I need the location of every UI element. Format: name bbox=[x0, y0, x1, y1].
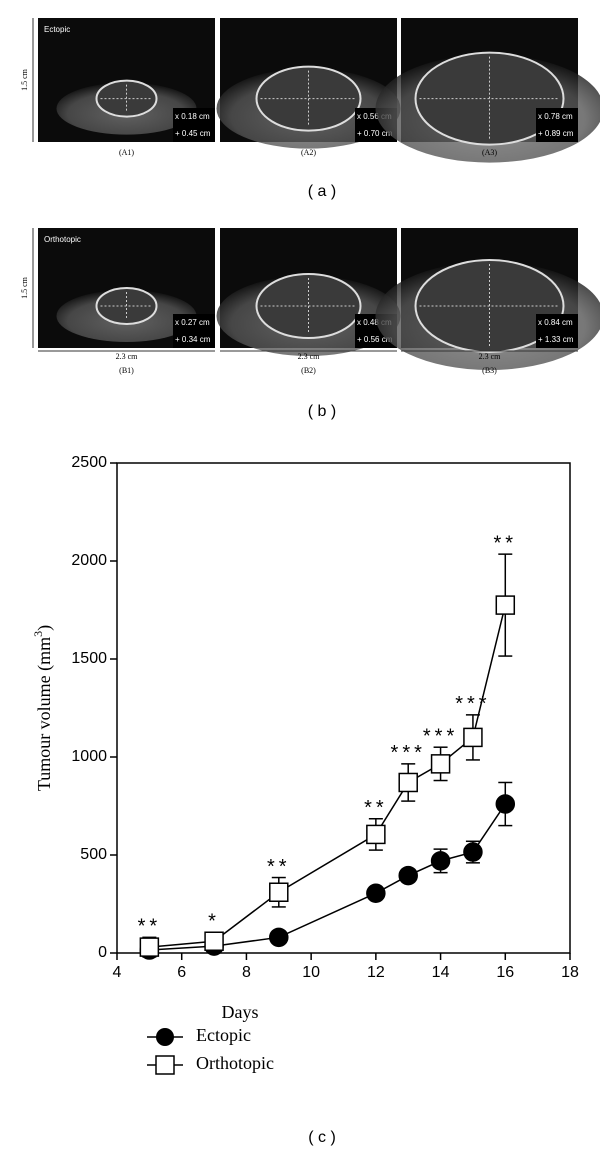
marker bbox=[495, 595, 516, 615]
marker bbox=[463, 727, 483, 748]
y-tick-label: 500 bbox=[80, 846, 107, 863]
marker bbox=[366, 883, 386, 903]
series-line bbox=[149, 803, 506, 951]
panel-label: ( c ) bbox=[308, 1129, 336, 1146]
x-tick-label: 12 bbox=[367, 964, 385, 981]
legend-marker bbox=[156, 1028, 174, 1046]
x-tick-label: 8 bbox=[242, 964, 251, 981]
panel-label: ( b ) bbox=[308, 403, 336, 420]
significance: ** bbox=[493, 532, 517, 554]
x-measure: x 0.18 cm bbox=[175, 112, 210, 121]
significance: *** bbox=[423, 725, 458, 747]
measure-box bbox=[173, 314, 215, 348]
legend-label: Orthotopic bbox=[196, 1053, 274, 1073]
significance: ** bbox=[138, 916, 162, 938]
image-tag: Ectopic bbox=[44, 25, 70, 34]
marker bbox=[366, 824, 386, 845]
measure-box bbox=[173, 108, 215, 142]
height-label: 1.5 cm bbox=[20, 276, 29, 299]
x-tick-label: 16 bbox=[496, 964, 514, 981]
plot-frame bbox=[116, 462, 571, 954]
image-tag: Orthotopic bbox=[44, 235, 81, 244]
image-caption: (A1) bbox=[119, 148, 134, 157]
marker bbox=[139, 937, 160, 957]
legend-label: Ectopic bbox=[196, 1025, 251, 1045]
width-label: 2.3 cm bbox=[116, 352, 139, 361]
width-label: 2.3 cm bbox=[479, 352, 502, 361]
y-tick-label: 0 bbox=[98, 944, 107, 961]
y-axis-label: Tumour volume (mm3) bbox=[31, 625, 55, 791]
x-measure: x 0.27 cm bbox=[175, 318, 210, 327]
x-measure: x 0.56 cm bbox=[357, 112, 392, 121]
x-measure: x 0.48 cm bbox=[357, 318, 392, 327]
y-tick-label: 2000 bbox=[71, 552, 107, 569]
measure-box bbox=[536, 314, 578, 348]
plus-measure: + 0.89 cm bbox=[538, 129, 574, 138]
marker bbox=[269, 927, 289, 948]
marker bbox=[430, 851, 451, 871]
y-axis-label-suffix: ) bbox=[34, 625, 55, 631]
marker bbox=[463, 842, 483, 862]
height-label: 1.5 cm bbox=[20, 68, 29, 91]
y-tick-label: 1500 bbox=[71, 650, 107, 667]
image-caption: (B1) bbox=[119, 366, 134, 375]
x-tick-label: 18 bbox=[561, 964, 579, 981]
x-measure: x 0.78 cm bbox=[538, 112, 573, 121]
y-tick-label: 1000 bbox=[71, 748, 107, 765]
legend-marker bbox=[155, 1055, 175, 1075]
x-tick-label: 14 bbox=[432, 964, 450, 981]
x-tick-label: 4 bbox=[113, 964, 122, 981]
measure-box bbox=[536, 108, 578, 142]
significance: *** bbox=[455, 693, 490, 715]
marker bbox=[204, 931, 224, 951]
plus-measure: + 0.56 cm bbox=[357, 335, 393, 344]
y-axis-label-sup: 3 bbox=[31, 631, 45, 637]
x-tick-label: 10 bbox=[302, 964, 320, 981]
significance: *** bbox=[391, 742, 426, 764]
plus-measure: + 0.70 cm bbox=[357, 129, 393, 138]
series-line bbox=[149, 604, 507, 948]
marker bbox=[269, 882, 289, 902]
image-caption: (A2) bbox=[301, 148, 316, 157]
x-tick-label: 6 bbox=[177, 964, 186, 981]
marker bbox=[430, 754, 451, 774]
marker bbox=[398, 772, 418, 793]
plus-measure: + 0.34 cm bbox=[175, 335, 211, 344]
plus-measure: + 1.33 cm bbox=[538, 335, 574, 344]
image-caption: (B3) bbox=[482, 366, 497, 375]
marker bbox=[495, 794, 516, 814]
y-tick-label: 2500 bbox=[71, 454, 107, 471]
image-caption: (B2) bbox=[301, 366, 316, 375]
plus-measure: + 0.45 cm bbox=[175, 129, 211, 138]
x-measure: x 0.84 cm bbox=[538, 318, 573, 327]
image-caption: (A3) bbox=[482, 148, 497, 157]
significance: ** bbox=[267, 856, 291, 878]
y-axis-label-text: Tumour volume (mm bbox=[34, 637, 55, 791]
significance: ** bbox=[364, 797, 388, 819]
panel-label: ( a ) bbox=[308, 183, 336, 200]
x-axis-label: Days bbox=[222, 1002, 259, 1022]
marker bbox=[398, 865, 418, 886]
width-label: 2.3 cm bbox=[298, 352, 321, 361]
significance: * bbox=[208, 911, 220, 933]
